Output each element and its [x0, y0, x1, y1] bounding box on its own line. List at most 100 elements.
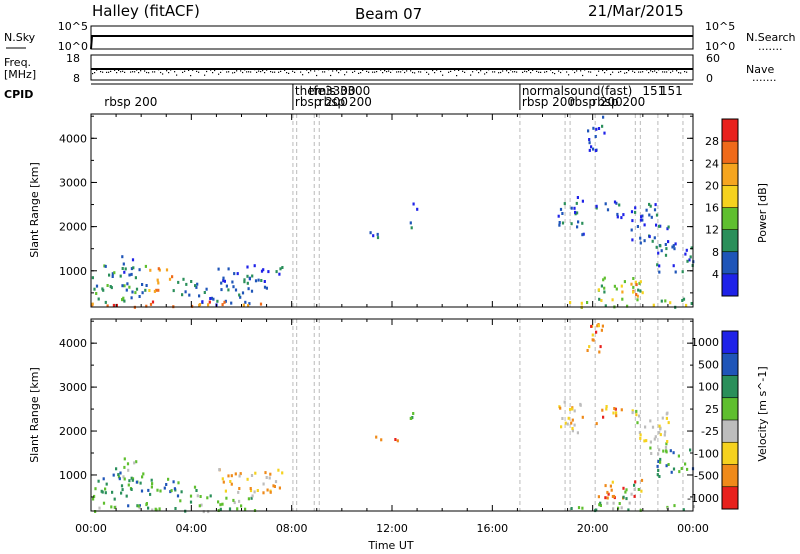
nave-point: [384, 70, 386, 72]
echo-cell: [634, 480, 637, 484]
nave-point: [532, 69, 534, 71]
nave-point: [536, 70, 538, 72]
nave-point: [390, 71, 392, 73]
echo-cell: [630, 228, 633, 232]
nave-point: [520, 68, 522, 70]
echo-cell: [176, 494, 180, 498]
freq-tick-bottom: 8: [73, 72, 80, 85]
echo-cell: [233, 501, 236, 505]
echo-cell: [631, 409, 634, 413]
echo-cell: [637, 288, 640, 292]
echo-cell: [622, 486, 625, 490]
echo-cell: [103, 264, 106, 268]
colorbar-tick-label: -1000: [687, 492, 719, 505]
echo-cell: [236, 507, 239, 511]
echo-cell: [664, 299, 667, 303]
nave-point: [182, 71, 184, 73]
echo-cell: [660, 299, 663, 303]
echo-cell: [244, 300, 247, 304]
nave-point: [148, 72, 150, 74]
nave-point: [576, 70, 578, 72]
beam-title: Beam 07: [355, 5, 422, 23]
nave-point: [164, 68, 166, 70]
nave-point: [574, 71, 576, 74]
echo-cell: [273, 485, 276, 488]
echo-cell: [249, 487, 252, 490]
echo-cell: [234, 288, 238, 292]
nave-point: [348, 68, 350, 70]
echo-cell: [639, 280, 642, 284]
nave-point: [540, 71, 542, 73]
echo-cell: [238, 474, 241, 478]
echo-cell: [111, 272, 114, 276]
nave-point: [516, 71, 518, 73]
nsky-trace: [90, 35, 693, 50]
echo-cell: [227, 474, 230, 478]
echo-cell: [156, 488, 159, 492]
echo-cell: [173, 487, 176, 491]
echo-cell: [563, 400, 566, 404]
echo-cell: [155, 288, 158, 292]
x-axis-label: Time UT: [367, 539, 413, 552]
echo-cell: [233, 272, 236, 276]
nave-point: [326, 68, 328, 70]
nave-point: [376, 71, 378, 73]
nave-point: [412, 71, 414, 74]
nsky-label: N.Sky: [4, 31, 36, 44]
echo-cell: [663, 433, 666, 437]
nave-point: [688, 68, 690, 70]
nave-point: [202, 68, 204, 70]
nave-point: [246, 71, 248, 73]
echo-cell: [410, 226, 413, 230]
colorbar-segment: [722, 229, 738, 253]
echo-cell: [635, 413, 638, 417]
echo-cell: [650, 452, 653, 455]
echo-cell: [250, 496, 253, 500]
echo-cell: [665, 247, 668, 251]
nave-point: [420, 71, 422, 73]
nave-point: [160, 71, 162, 74]
echo-cell: [664, 243, 667, 246]
echo-cell: [615, 287, 618, 291]
echo-cell: [97, 479, 100, 483]
nave-point: [460, 68, 462, 70]
echo-cell: [569, 407, 572, 411]
nave-point: [474, 68, 476, 70]
echo-cell: [664, 445, 668, 449]
cpid-label-text: rbsp 200: [570, 95, 623, 109]
echo-cell: [219, 507, 222, 511]
nave-point: [660, 68, 662, 70]
nave-point: [228, 71, 230, 73]
colorbar-tick-label: 28: [705, 135, 719, 148]
echo-cell: [563, 202, 566, 206]
echo-cell: [641, 214, 644, 218]
echo-cell: [615, 411, 618, 415]
nave-point: [380, 69, 382, 71]
echo-cell: [658, 448, 661, 452]
echo-cell: [198, 504, 201, 508]
nave-point: [112, 68, 114, 70]
nave-point: [104, 68, 106, 70]
nave-point: [382, 72, 384, 74]
echo-cell: [144, 264, 147, 268]
echo-cell: [123, 457, 126, 461]
nave-point: [274, 71, 276, 73]
nave-point: [350, 68, 352, 71]
echo-cell: [661, 416, 664, 420]
nave-point: [100, 71, 102, 73]
colorbar-tick-label: -25: [701, 425, 719, 438]
nsky-tick-top: 10^5: [58, 20, 88, 33]
echo-cell: [110, 505, 113, 509]
echo-cell: [157, 281, 160, 285]
nave-point: [564, 68, 566, 70]
echo-cell: [106, 284, 109, 287]
echo-cell: [130, 476, 133, 480]
echo-cell: [142, 472, 145, 476]
nave-point: [180, 68, 182, 71]
echo-cell: [267, 270, 270, 274]
echo-cell: [625, 488, 628, 492]
nave-point: [484, 73, 486, 75]
colorbar-tick-label: 500: [698, 358, 719, 371]
echo-cell: [674, 270, 677, 274]
